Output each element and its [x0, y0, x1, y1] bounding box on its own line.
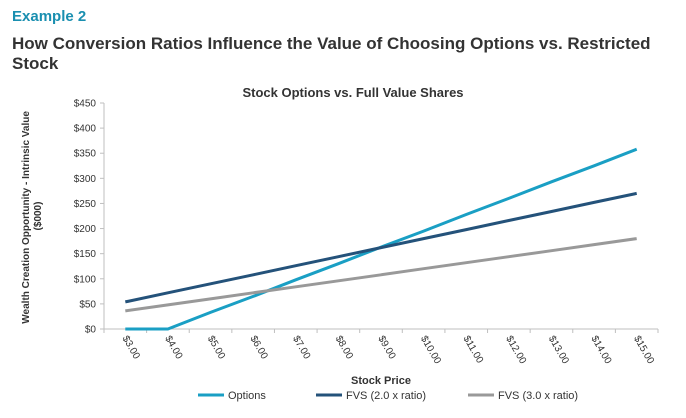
series-line — [124, 191, 638, 304]
y-tick-label: $250 — [74, 199, 97, 210]
y-tick-label: $450 — [74, 99, 97, 110]
legend-label: Options — [228, 390, 266, 402]
example-label: Example 2 — [12, 8, 87, 25]
y-tick-label: $100 — [74, 274, 97, 285]
y-tick-label: $300 — [74, 174, 97, 185]
x-tick-label: $9.00 — [375, 334, 397, 362]
x-tick-label: $13.00 — [546, 334, 571, 366]
y-axis-title-line2: ($000) — [33, 202, 44, 231]
y-tick-label: $350 — [74, 149, 97, 160]
y-axis-title: Wealth Creation Opportunity - Intrinsic … — [21, 108, 44, 323]
x-tick-label: $6.00 — [248, 334, 270, 362]
chart-title: Stock Options vs. Full Value Shares — [242, 85, 463, 100]
chart-axes: $0 $50 $100 $150 $200 $250 $300 $350 $400 $450 $3.… — [74, 99, 659, 366]
y-tick-label: $150 — [74, 249, 97, 260]
x-tick-label: $11.00 — [461, 334, 486, 366]
y-tick-label: $200 — [74, 224, 97, 235]
x-tick-label: $14.00 — [588, 334, 613, 366]
series-line — [125, 237, 637, 313]
legend-label: FVS (2.0 x ratio) — [346, 390, 426, 402]
x-tick-label: $12.00 — [503, 334, 528, 366]
x-tick-label: $8.00 — [333, 334, 355, 362]
y-tick-label: $0 — [85, 325, 97, 336]
legend-label: FVS (3.0 x ratio) — [498, 390, 578, 402]
x-tick-label: $3.00 — [120, 334, 142, 362]
y-axis-title-line1: Wealth Creation Opportunity - Intrinsic … — [21, 111, 32, 324]
y-tick-label: $50 — [79, 299, 96, 310]
x-tick-label: $5.00 — [205, 334, 227, 362]
x-tick-label: $4.00 — [162, 334, 184, 362]
chart-legend: Options FVS (2.0 x ratio) FVS (3.0 x ratio… — [198, 390, 578, 402]
series-line — [125, 147, 638, 331]
series-layer — [124, 147, 638, 331]
x-tick-label: $15.00 — [631, 334, 656, 366]
y-tick-label: $400 — [74, 124, 97, 135]
x-tick-label: $10.00 — [418, 334, 443, 366]
x-axis-title: Stock Price — [351, 375, 411, 387]
page-title: How Conversion Ratios Influence the Valu… — [12, 34, 651, 73]
x-tick-label: $7.00 — [290, 334, 312, 362]
